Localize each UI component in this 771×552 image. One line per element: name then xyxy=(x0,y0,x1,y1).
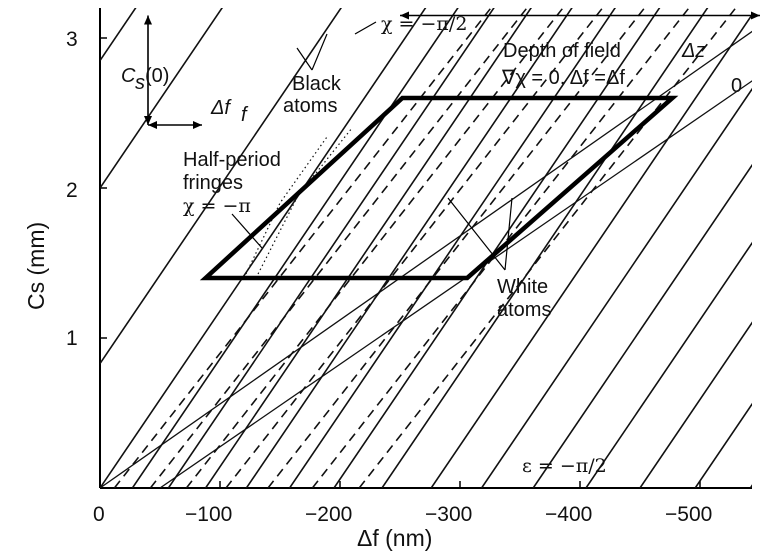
leader-line xyxy=(447,197,506,271)
white-atoms-label: White xyxy=(497,276,548,298)
white-atoms-label: atoms xyxy=(497,299,551,321)
arrow-head xyxy=(144,116,152,125)
depth-of-field-region xyxy=(199,95,679,281)
cs0-sub: s xyxy=(135,72,145,94)
arrow-head xyxy=(144,15,152,25)
y-tick-label: 3 xyxy=(66,28,78,51)
solid-family-line xyxy=(585,241,752,488)
x-tick-label: −100 xyxy=(185,503,232,526)
flat-line xyxy=(159,80,752,488)
dotted-curve xyxy=(243,135,329,279)
x-tick-label: −500 xyxy=(665,503,712,526)
delta-ff-label: Δf xyxy=(210,97,232,119)
x-tick-label: 0 xyxy=(93,503,105,526)
half-period-label: Half-period xyxy=(183,149,281,171)
arrow-head xyxy=(751,11,760,20)
y-tick-label: 1 xyxy=(66,327,78,350)
region-layer xyxy=(199,95,679,281)
solid-family-line xyxy=(100,8,224,189)
cs0-tail: (0) xyxy=(145,65,169,87)
depth-of-field-label: Depth of field xyxy=(503,40,621,62)
solid-family-line xyxy=(204,8,532,488)
leader-line xyxy=(231,213,263,249)
solid-family-line xyxy=(430,13,752,488)
y-tick-label: 2 xyxy=(66,179,78,202)
solid-family-line xyxy=(333,8,661,488)
black-atoms-label: atoms xyxy=(283,95,337,117)
solid-family-line xyxy=(245,8,573,488)
x-tick-label: −400 xyxy=(545,503,592,526)
solid-family-line xyxy=(532,163,752,488)
solid-family-line xyxy=(100,8,342,364)
solid-family-line xyxy=(639,321,752,488)
y-axis-label: Cs (mm) xyxy=(23,222,49,310)
solid-family-line xyxy=(100,8,427,488)
x-tick-label: −200 xyxy=(305,503,352,526)
x-tick-label: −300 xyxy=(425,503,472,526)
solid-family-line xyxy=(288,8,616,488)
leader-line xyxy=(354,21,377,35)
solid-family-line xyxy=(131,8,459,488)
solid-family-line xyxy=(100,8,137,61)
grad-condition-label: ∇χ = 0, Δf =Δf xyxy=(501,67,625,89)
plot-lines xyxy=(100,8,752,488)
flat-line xyxy=(100,30,752,488)
x-axis-label: Δf (nm) xyxy=(357,525,432,551)
leader-line xyxy=(311,33,328,71)
axis-ticks xyxy=(99,37,701,488)
arrow-head xyxy=(193,121,202,129)
leader-line xyxy=(296,47,313,71)
solid-family-line xyxy=(694,402,752,488)
grad-condition-sub: 0 xyxy=(731,75,742,97)
y-tick-labels: 1 2 3 xyxy=(66,28,78,350)
chi-pi-label: χ = −π xyxy=(183,195,251,217)
epsilon-label: ε = −π/2 xyxy=(522,455,607,477)
x-tick-labels: 0 −100 −200 −300 −400 −500 xyxy=(93,503,712,526)
delta-z-label: Δz xyxy=(681,40,705,62)
arrow-head xyxy=(400,11,409,20)
cs0-label: C xyxy=(121,65,136,87)
solid-family-line xyxy=(381,8,709,488)
chi-half-label: χ = −π/2 xyxy=(381,13,467,35)
arrow-layer xyxy=(144,11,760,271)
solid-family-line xyxy=(167,8,495,488)
half-period-label: fringes xyxy=(183,172,243,194)
solid-family-line xyxy=(480,87,752,488)
delta-ff-sub: f xyxy=(241,104,249,126)
arrow-head xyxy=(148,121,157,129)
leader-line xyxy=(504,197,513,271)
solid-family-line xyxy=(749,484,752,488)
black-atoms-label: Black xyxy=(292,73,342,95)
